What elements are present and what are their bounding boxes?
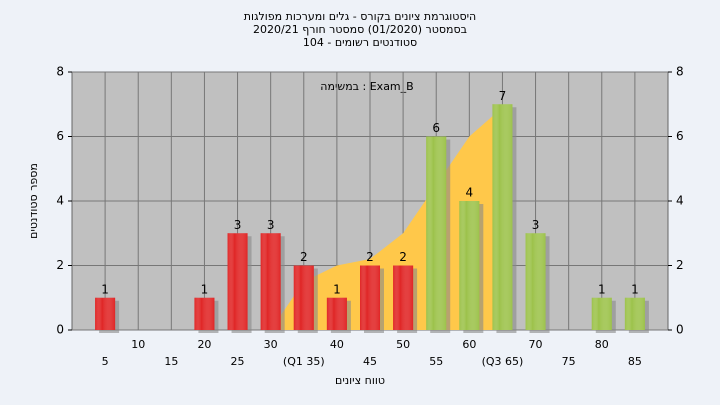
x-tick-label: 20 [197,338,211,351]
bar-shine [624,297,645,330]
bar-shine [194,297,215,330]
y2-tick-label: 0 [676,323,684,337]
value-label: 2 [366,250,374,264]
value-label: 1 [101,282,109,296]
y-tick-label: 4 [56,194,64,208]
value-label: 3 [234,218,242,232]
bar-shine [95,297,116,330]
bar-shine [393,265,414,330]
y-axis-label: מספר סטודנטים [27,163,40,239]
x-tick-label: 55 [429,355,443,368]
x-axis-label: טווח ציונים [335,374,385,387]
y-tick-label: 2 [56,258,64,272]
chart-title: היסטוגרמת ציונים בקורס - גלים ומערכות מפ… [244,10,476,23]
bar-shine [591,297,612,330]
annotation: במשימה : Exam_B [320,80,413,93]
x-tick-label: 30 [264,338,278,351]
chart-subtitle: סטודנטים רשומים - 104 [303,36,417,49]
x-tick-label: 75 [562,355,576,368]
bar-shine [525,233,546,330]
value-label: 1 [598,282,606,296]
y2-tick-label: 8 [676,65,684,79]
y-tick-label: 6 [56,129,64,143]
y-tick-label: 0 [56,323,64,337]
bar-shine [293,265,314,330]
bar-shine [260,233,281,330]
value-label: 2 [300,250,308,264]
bar-shine [492,104,513,330]
value-label: 1 [333,282,341,296]
value-label: 3 [532,218,540,232]
x-tick-label: 50 [396,338,410,351]
y-tick-label: 8 [56,65,64,79]
x-tick-label: 85 [628,355,642,368]
x-tick-label: (Q3 65) [482,355,524,368]
x-tick-label: 40 [330,338,344,351]
bar-shine [326,297,347,330]
x-tick-label: 80 [595,338,609,351]
x-tick-label: 25 [231,355,245,368]
bar-shine [360,265,380,330]
y2-tick-label: 4 [676,194,684,208]
chart-subtitle: בסמסטר (01/2020) סמסטר חורף 2020/21 [253,23,467,36]
x-tick-label: 5 [102,355,109,368]
value-label: 3 [267,218,275,232]
x-tick-label: 45 [363,355,377,368]
x-tick-label: 10 [131,338,145,351]
value-label: 7 [499,89,507,103]
y2-tick-label: 6 [676,129,684,143]
bar-shine [459,201,480,330]
x-tick-label: 15 [164,355,178,368]
x-tick-label: 70 [529,338,543,351]
bar-shine [426,136,447,330]
x-tick-label: 60 [462,338,476,351]
value-label: 6 [432,121,440,135]
bar-shine [227,233,248,330]
y2-tick-label: 2 [676,258,684,272]
value-label: 1 [201,282,209,296]
x-tick-label: (Q1 35) [283,355,325,368]
value-label: 2 [399,250,407,264]
value-label: 1 [631,282,639,296]
value-label: 4 [466,186,474,200]
